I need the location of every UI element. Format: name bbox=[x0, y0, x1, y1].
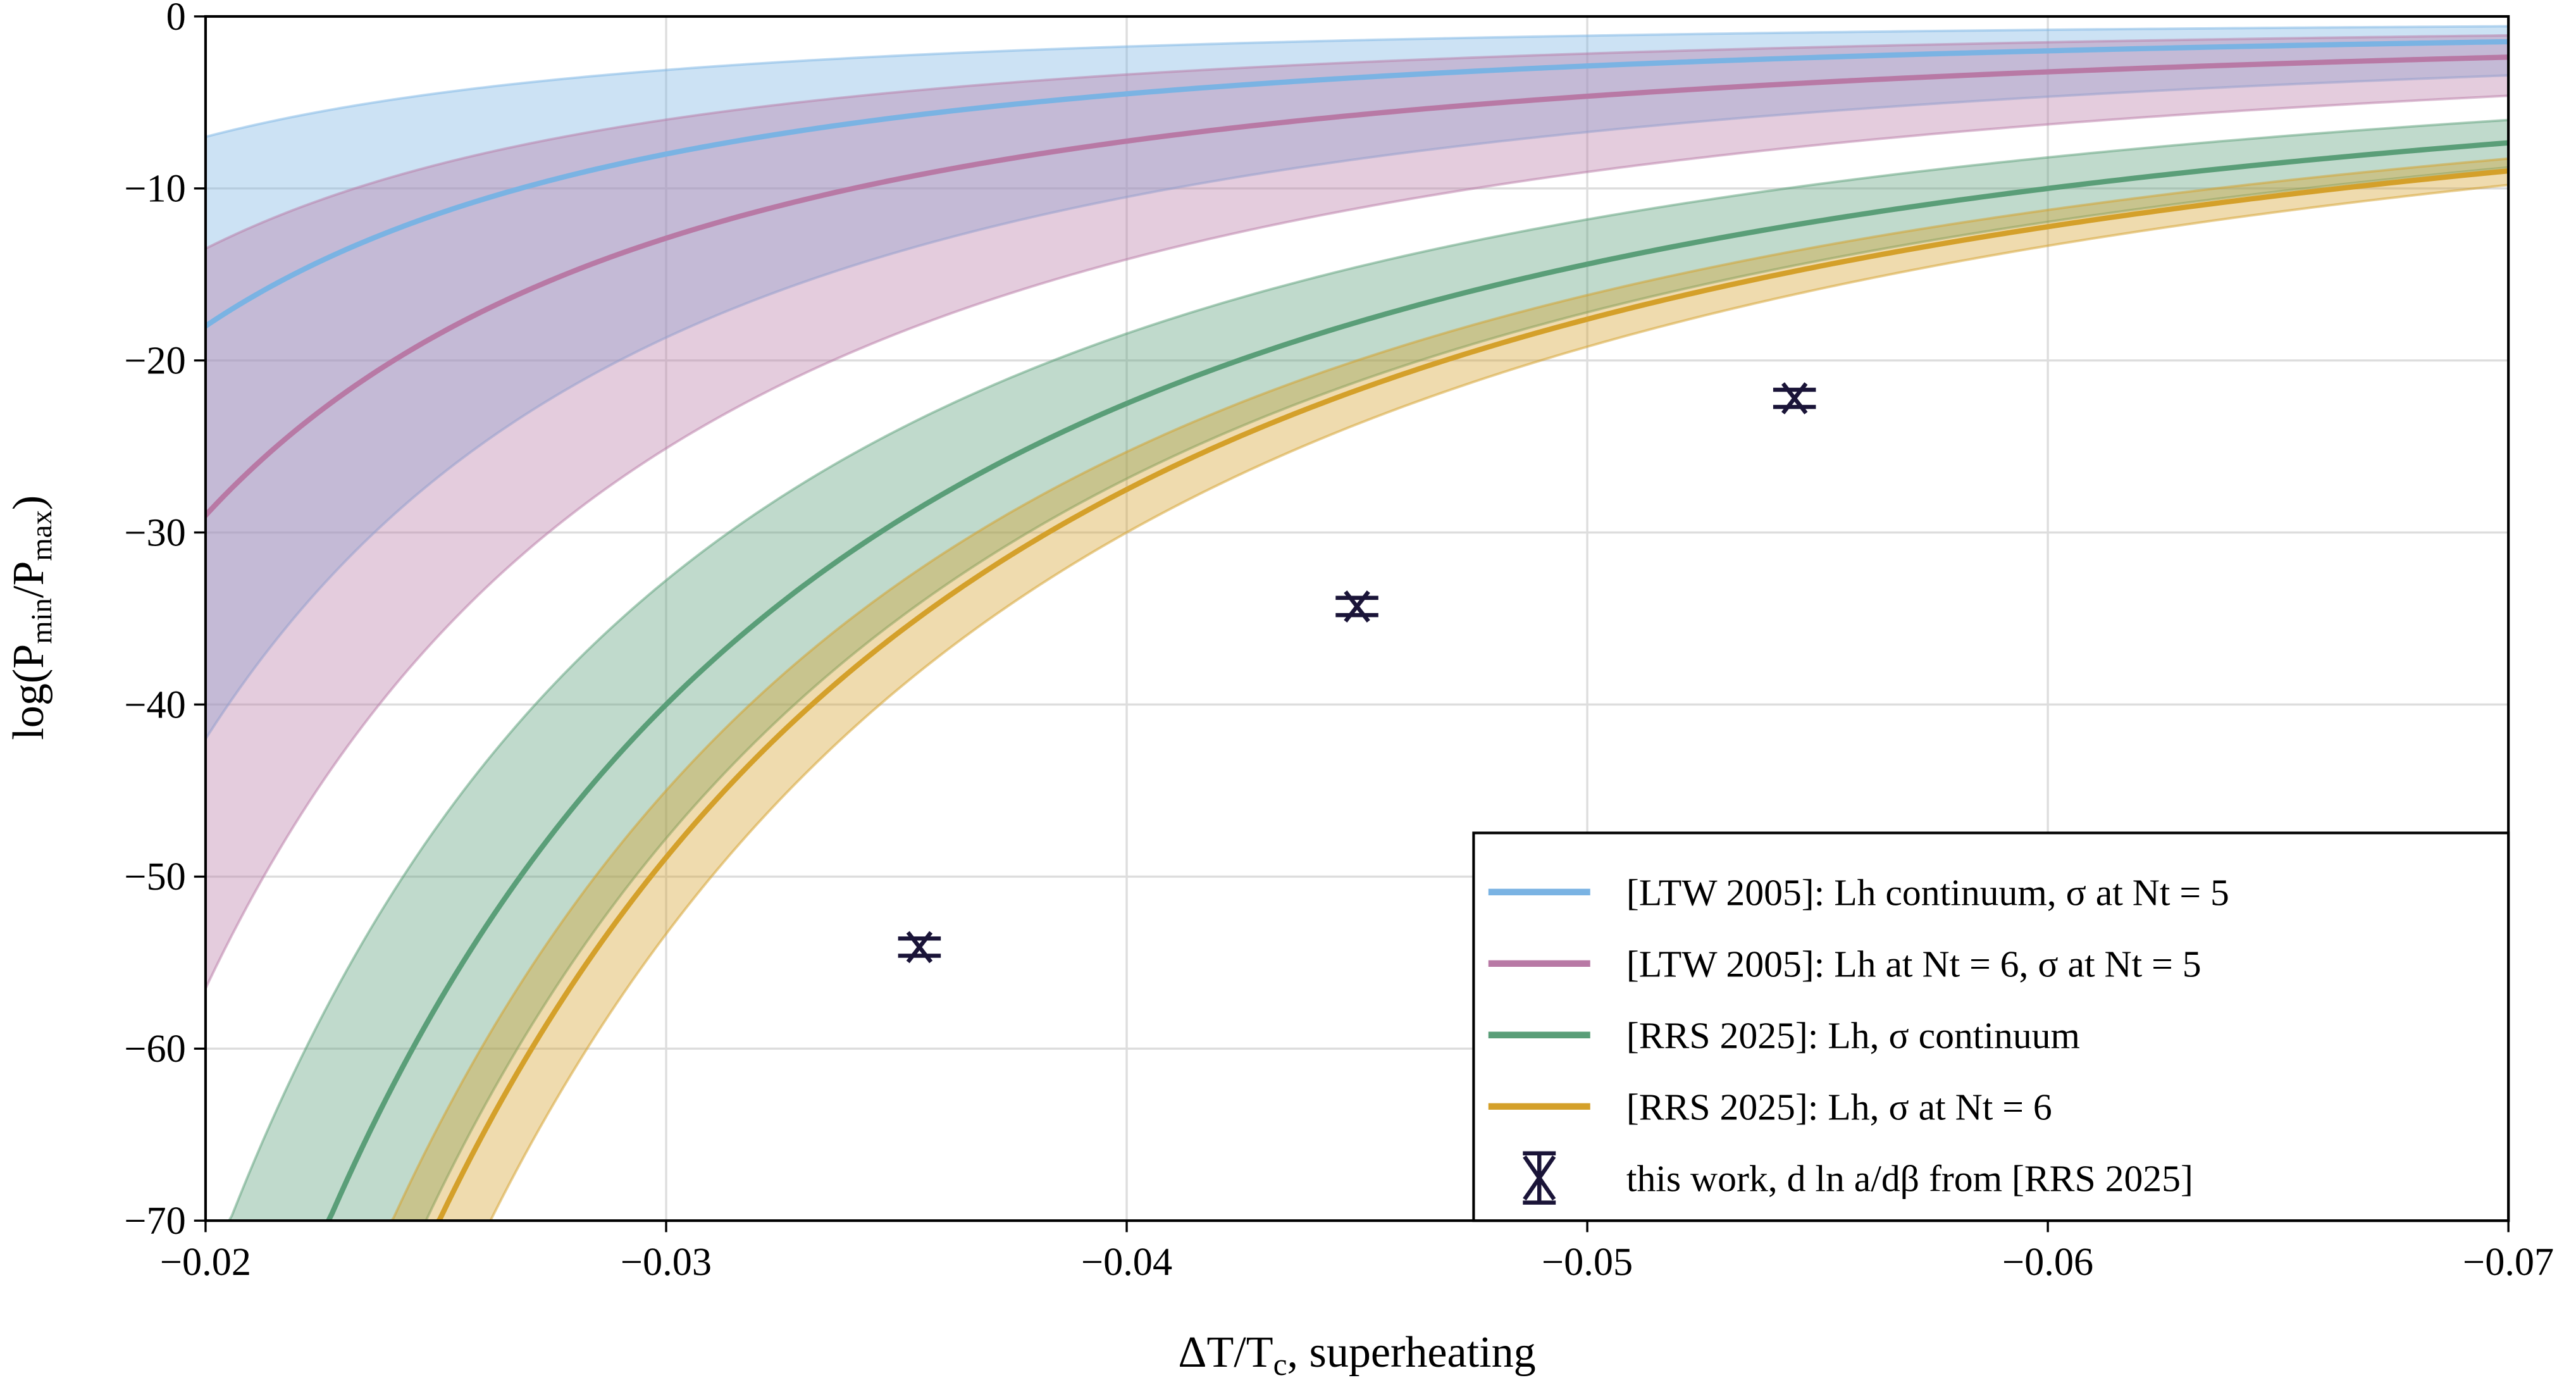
y-axis-label: log(Pmin/Pmax) bbox=[4, 495, 58, 740]
x-tick-label: −0.04 bbox=[1081, 1240, 1172, 1284]
uncertainty-band bbox=[227, 118, 2509, 1221]
y-tick-label: −40 bbox=[124, 683, 185, 726]
legend-label: [LTW 2005]: Lh continuum, σ at Nt = 5 bbox=[1626, 872, 2229, 914]
y-tick-label: −10 bbox=[124, 167, 185, 211]
series-line bbox=[205, 39, 2509, 330]
x-tick-label: −0.06 bbox=[2002, 1240, 2093, 1284]
x-tick-label: −0.03 bbox=[621, 1240, 712, 1284]
plot-frame bbox=[204, 15, 2510, 1222]
data-point bbox=[898, 931, 941, 964]
series-lines bbox=[205, 39, 2509, 1221]
x-tick-label: −0.02 bbox=[160, 1240, 251, 1284]
legend-label: [RRS 2025]: Lh, σ continuum bbox=[1626, 1015, 2080, 1057]
y-tick-label: −70 bbox=[124, 1199, 185, 1243]
series-line bbox=[325, 140, 2509, 1221]
legend-label: this work, d ln a/dβ from [RRS 2025] bbox=[1626, 1157, 2193, 1199]
uncertainty-band bbox=[205, 34, 2509, 991]
x-tick-label: −0.07 bbox=[2463, 1240, 2554, 1284]
series-line bbox=[205, 54, 2509, 519]
y-tick-label: 0 bbox=[166, 0, 186, 39]
x-axis-label: ΔT/Tc, superheating bbox=[1178, 1328, 1535, 1380]
x-tick-label: −0.05 bbox=[1542, 1240, 1633, 1284]
data-point bbox=[1335, 590, 1378, 623]
y-tick-label: −50 bbox=[124, 855, 185, 898]
y-tick-label: −20 bbox=[124, 339, 185, 383]
y-tick-label: −30 bbox=[124, 511, 185, 554]
data-points bbox=[898, 382, 1816, 964]
series-line bbox=[435, 168, 2509, 1221]
uncertainty-band bbox=[390, 157, 2509, 1221]
y-tick-label: −60 bbox=[124, 1027, 185, 1071]
data-point bbox=[1773, 382, 1816, 414]
legend-label: [LTW 2005]: Lh at Nt = 6, σ at Nt = 5 bbox=[1626, 943, 2201, 985]
legend-label: [RRS 2025]: Lh, σ at Nt = 6 bbox=[1626, 1086, 2052, 1128]
legend: [LTW 2005]: Lh continuum, σ at Nt = 5 [LT… bbox=[1472, 831, 2510, 1222]
legend-swatch bbox=[1523, 1151, 1556, 1205]
ticks: −0.02 −0.03 −0.04 −0.05 −0.06 −0.07 0 −10 −20 −30… bbox=[124, 0, 2554, 1284]
